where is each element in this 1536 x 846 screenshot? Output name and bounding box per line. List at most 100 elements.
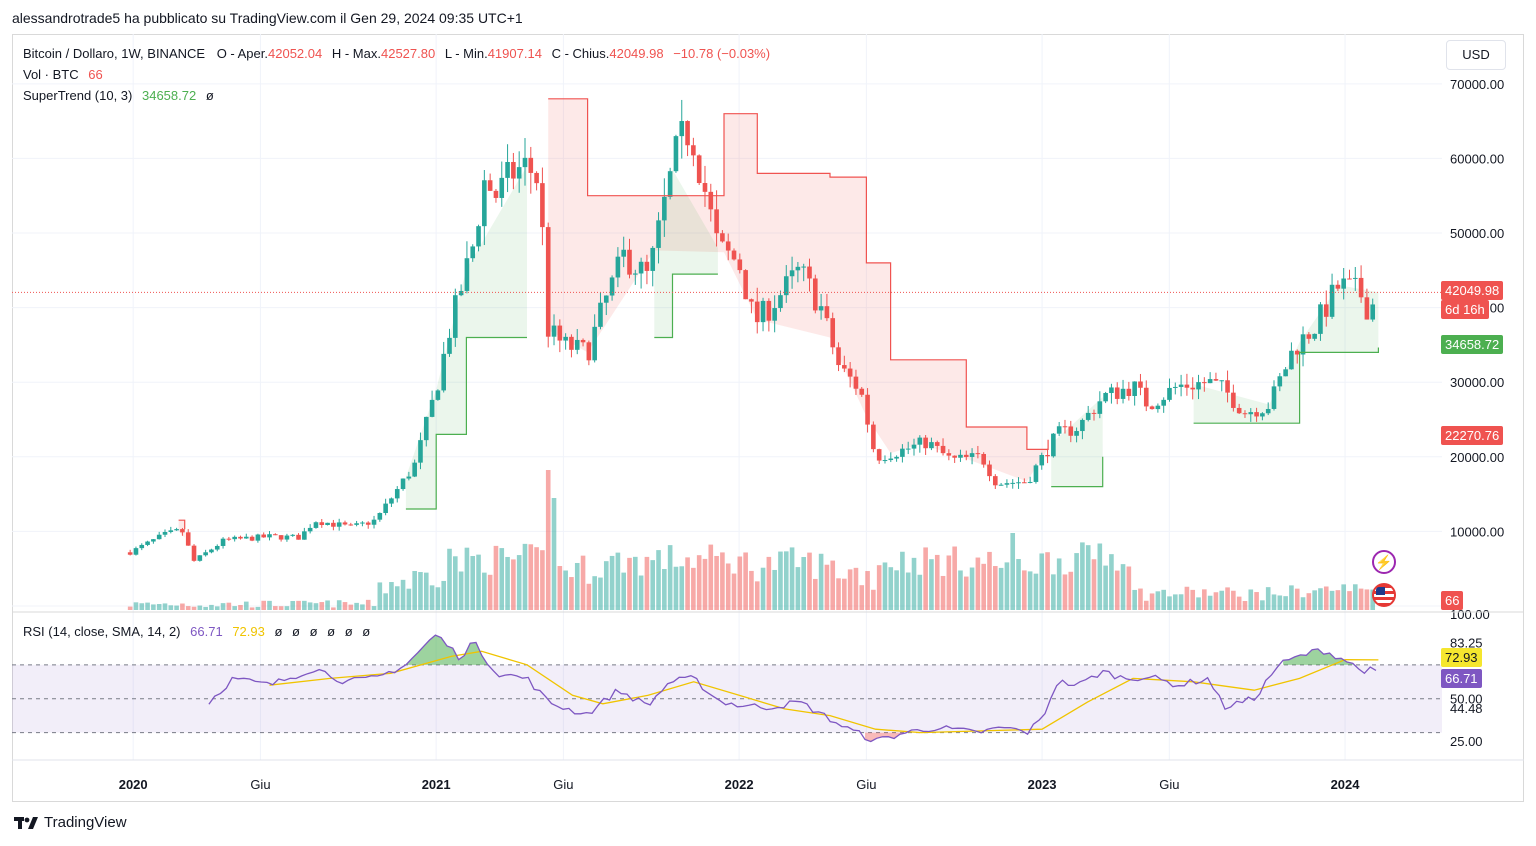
candle-body: [708, 191, 714, 210]
volume-bar: [191, 606, 197, 610]
volume-bar: [1062, 574, 1068, 610]
volume-bar: [1022, 570, 1027, 610]
candle-body: [354, 523, 359, 525]
candle-body: [412, 462, 417, 477]
candle-body: [1114, 387, 1120, 399]
candle-body: [394, 489, 400, 499]
footer-brand[interactable]: TradingView: [14, 814, 127, 831]
candle-body: [1300, 334, 1306, 355]
volume-bar: [267, 600, 272, 610]
volume-bar: [1010, 533, 1016, 610]
candle-body: [1027, 481, 1033, 483]
volume-bar: [1161, 589, 1166, 610]
volume-bar: [714, 555, 719, 610]
volume-bar: [313, 603, 319, 610]
volume-bar: [1248, 589, 1254, 610]
volume-bar: [1341, 584, 1346, 610]
candle-body: [888, 458, 894, 461]
candle-body: [336, 522, 342, 527]
candle-body: [1318, 304, 1323, 334]
candle-body: [1149, 406, 1155, 410]
volume-bar: [609, 555, 615, 610]
candle-body: [1132, 381, 1137, 396]
candle-body: [1347, 278, 1352, 280]
candle-body: [621, 249, 626, 257]
rsi-tick-label: 44.48: [1450, 701, 1483, 716]
candle-body: [615, 256, 621, 278]
volume-bar: [377, 582, 383, 610]
legend-ohlc: Bitcoin / Dollaro, 1W, BINANCE O - Aper.…: [23, 46, 770, 61]
candle-body: [226, 538, 232, 540]
candle-body: [1323, 304, 1329, 317]
volume-bar: [1103, 565, 1108, 610]
us-flag-icon[interactable]: [1372, 583, 1396, 607]
volume-bar: [168, 605, 174, 610]
time-tick-label: Giu: [250, 777, 270, 792]
volume-bar: [1323, 586, 1329, 610]
candle-body: [824, 306, 830, 319]
volume-bar: [1172, 594, 1178, 610]
volume-bar: [1231, 590, 1236, 610]
candle-body: [958, 454, 963, 458]
volume-bar: [807, 552, 812, 610]
volume-bar: [441, 580, 447, 610]
candle-body: [586, 342, 592, 361]
volume-bar: [365, 599, 371, 610]
volume-bar: [1126, 566, 1132, 610]
volume-bar: [1184, 586, 1190, 610]
grid: [12, 34, 1442, 760]
volume-bar: [696, 555, 702, 610]
volume-bar: [226, 602, 232, 610]
chart-canvas[interactable]: 70000.0060000.0050000.0040000.0030000.00…: [12, 34, 1524, 802]
volume-bar: [1254, 592, 1259, 610]
currency-button[interactable]: USD: [1446, 40, 1506, 70]
candle-body: [563, 336, 568, 341]
volume-bar: [731, 573, 737, 610]
volume-bar: [876, 565, 882, 610]
candle-body: [423, 416, 429, 441]
candle-body: [1091, 412, 1097, 414]
time-tick-label: 2021: [422, 777, 451, 792]
supertrend-badge: 34658.72: [1441, 335, 1504, 354]
candle-body: [662, 196, 667, 221]
candle-body: [714, 209, 719, 234]
rsi-ma-line: [269, 650, 1379, 734]
candle-body: [139, 544, 145, 549]
candle-body: [1202, 382, 1207, 384]
candle-body: [1335, 284, 1341, 289]
volume-bar: [1207, 595, 1213, 610]
volume-bar: [394, 586, 400, 610]
volume-bar: [458, 571, 464, 610]
candle-body: [331, 522, 336, 527]
candle-body: [749, 299, 754, 302]
volume-bar: [894, 570, 899, 610]
volume-bar: [435, 587, 441, 610]
candle-body: [238, 536, 243, 539]
volume-bar: [830, 560, 836, 610]
candle-body: [1312, 333, 1317, 339]
volume-bar: [818, 553, 824, 610]
publisher-line: alessandrotrade5 ha pubblicato su Tradin…: [12, 10, 523, 26]
rsi-tick-label: 100.00: [1450, 607, 1490, 622]
candle-body: [743, 270, 748, 300]
volume-bar: [1219, 590, 1225, 610]
candle-body: [894, 456, 899, 459]
candle-body: [1294, 350, 1300, 355]
candle-body: [255, 534, 261, 541]
legend-high: 42527.80: [380, 46, 436, 61]
candle-body: [458, 290, 464, 296]
candle-body: [540, 183, 545, 228]
legend-volume: Vol · BTC 66: [23, 67, 103, 82]
volume-bar: [470, 556, 476, 610]
legend-close-label: C - Chius.: [551, 46, 610, 61]
legend-rsi-label: RSI (14, close, SMA, 14, 2): [23, 624, 181, 639]
volume-bar: [284, 606, 290, 610]
rsi-tick-label: 83.25: [1450, 635, 1483, 650]
volume-bar: [1045, 552, 1050, 610]
candle-body: [1022, 482, 1027, 484]
lightning-icon[interactable]: ⚡: [1372, 550, 1396, 574]
volume-bar: [1132, 589, 1137, 610]
candle-body: [482, 180, 487, 227]
volume-bar: [1196, 597, 1201, 610]
candle-body: [389, 498, 394, 504]
